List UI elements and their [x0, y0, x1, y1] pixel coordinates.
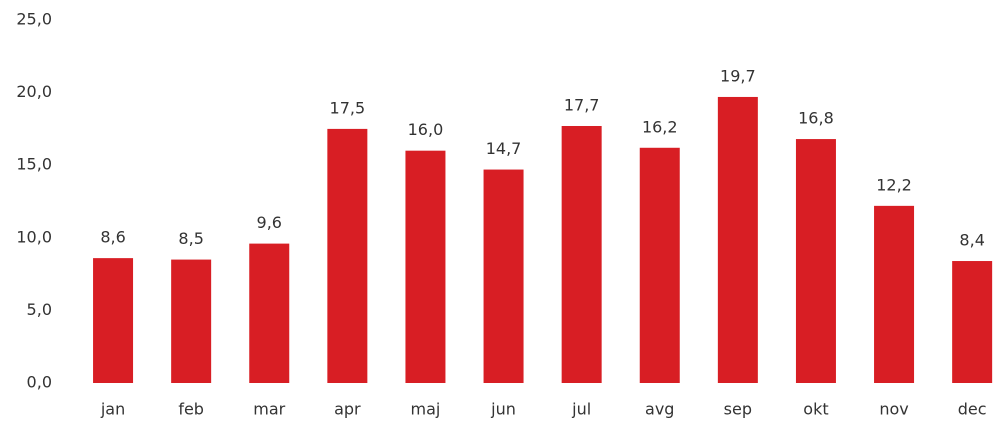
bar [795, 139, 836, 383]
x-tick-label: jan [100, 400, 125, 419]
x-tick-label: maj [411, 400, 441, 419]
value-label: 12,2 [876, 175, 912, 194]
x-tick-label: apr [334, 400, 361, 419]
x-tick-label: feb [178, 400, 204, 419]
value-label: 16,8 [798, 109, 834, 128]
bar [93, 258, 134, 383]
bar [249, 243, 290, 383]
value-label: 8,5 [178, 229, 203, 248]
bar [561, 125, 602, 383]
value-label: 14,7 [486, 139, 522, 158]
bar [171, 259, 212, 383]
bar [483, 169, 524, 383]
value-label: 17,5 [330, 98, 366, 117]
value-label: 16,2 [642, 117, 678, 136]
x-tick-label: mar [253, 400, 285, 419]
y-tick-label: 5,0 [27, 300, 52, 319]
bar [327, 128, 368, 383]
value-label: 8,6 [100, 228, 125, 247]
x-tick-label: jun [490, 400, 516, 419]
x-tick-label: sep [724, 400, 752, 419]
bar [717, 96, 758, 384]
value-label: 9,6 [257, 213, 282, 232]
bar [952, 261, 993, 383]
value-label: 8,4 [959, 231, 984, 250]
bar [874, 205, 915, 383]
y-tick-label: 25,0 [16, 10, 52, 29]
y-tick-label: 15,0 [16, 155, 52, 174]
value-label: 19,7 [720, 66, 756, 85]
bar [405, 150, 446, 383]
x-tick-label: jul [571, 400, 591, 419]
x-tick-label: avg [645, 400, 674, 419]
y-tick-label: 10,0 [16, 227, 52, 246]
x-tick-label: dec [958, 400, 987, 419]
value-label: 16,0 [408, 120, 444, 139]
y-tick-label: 0,0 [27, 373, 52, 392]
x-tick-label: okt [803, 400, 828, 419]
y-tick-label: 20,0 [16, 82, 52, 101]
bar [639, 147, 680, 383]
value-label: 17,7 [564, 95, 600, 114]
x-tick-label: nov [879, 400, 908, 419]
